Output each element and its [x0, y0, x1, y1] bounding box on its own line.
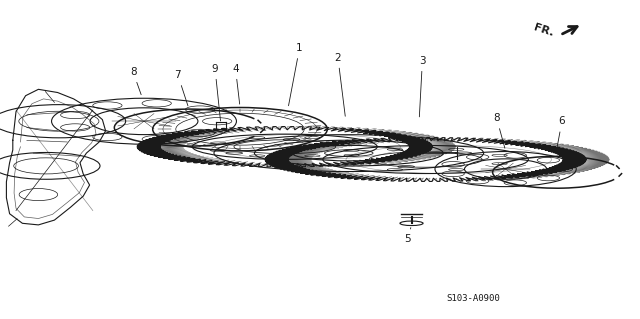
Text: 8: 8: [130, 67, 141, 95]
Text: 8: 8: [493, 113, 505, 148]
Text: S103-A0900: S103-A0900: [447, 294, 500, 303]
Text: 2: 2: [335, 53, 345, 116]
Text: 6: 6: [556, 116, 565, 153]
Text: 7: 7: [175, 70, 188, 106]
Text: 9: 9: [212, 64, 221, 121]
Text: FR.: FR.: [532, 23, 556, 39]
Text: 5: 5: [404, 227, 411, 244]
Text: 3: 3: [419, 56, 426, 117]
Text: 1: 1: [289, 43, 303, 106]
Text: 4: 4: [232, 64, 239, 104]
